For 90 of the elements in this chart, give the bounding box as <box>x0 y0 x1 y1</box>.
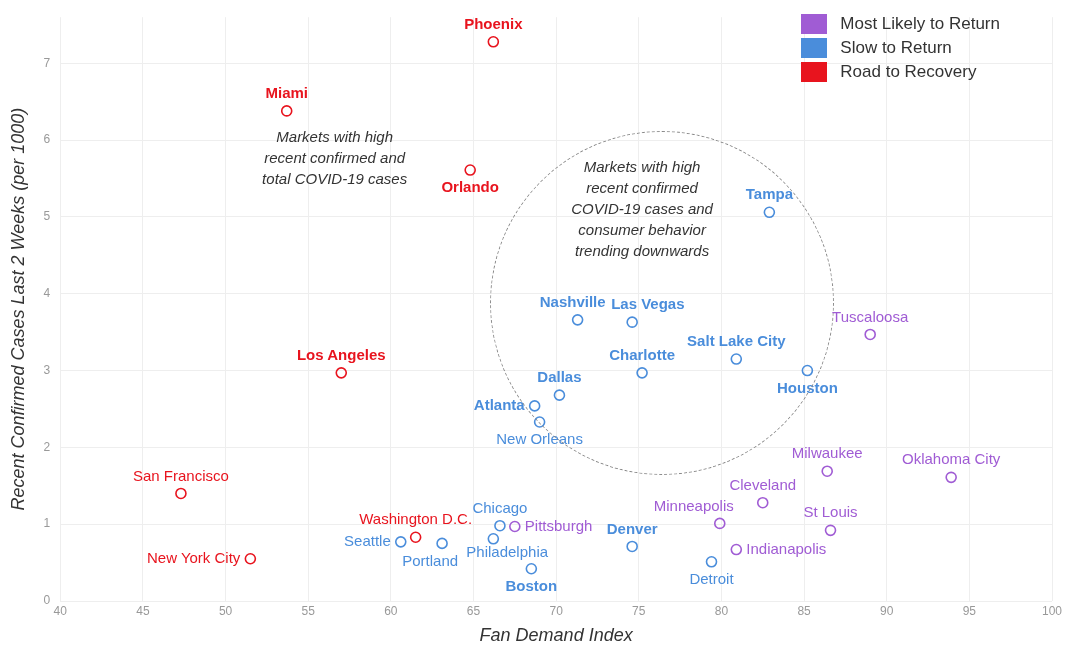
point <box>730 353 743 365</box>
point <box>801 364 814 377</box>
data-label: Philadelphia <box>466 542 549 560</box>
x-tick-label: 40 <box>53 603 68 618</box>
x-tick-label: 85 <box>797 603 812 618</box>
data-label: Milwaukee <box>791 444 863 462</box>
data-label: Seattle <box>344 531 391 549</box>
data-label: Dallas <box>537 368 582 386</box>
point <box>487 532 500 545</box>
legend-label: Most Likely to Return <box>840 14 1000 34</box>
data-label: Denver <box>606 519 658 537</box>
data-label: Las Vegas <box>611 295 685 313</box>
data-label: Cleveland <box>729 475 797 493</box>
point <box>945 471 957 484</box>
data-label: Boston <box>505 576 558 594</box>
data-label: Minneapolis <box>653 496 734 514</box>
point <box>244 552 257 565</box>
x-tick-label: 65 <box>466 603 481 618</box>
data-label: Orlando <box>441 178 499 196</box>
x-tick-label: 45 <box>136 603 150 618</box>
data-label: Houston <box>776 378 838 396</box>
x-tick-label: 55 <box>301 603 316 618</box>
data-label: Indianapolis <box>746 539 827 557</box>
point <box>821 465 834 477</box>
data-label: Atlanta <box>473 396 526 414</box>
data-label: Nashville <box>539 292 606 310</box>
point <box>705 556 718 568</box>
data-label: Phoenix <box>464 14 524 32</box>
point <box>763 206 776 219</box>
y-axis-title: Recent Confirmed Cases Last 2 Weeks (per 1000) <box>7 107 28 511</box>
point <box>533 416 546 428</box>
point <box>525 562 538 575</box>
point <box>756 496 769 509</box>
x-tick-label: 60 <box>384 603 398 618</box>
data-label: Salt Lake City <box>687 332 787 350</box>
data-label: Chicago <box>472 498 528 516</box>
point <box>487 35 500 48</box>
x-tick-label: 90 <box>880 603 894 618</box>
y-tick-label: 6 <box>43 132 51 147</box>
y-tick-label: 0 <box>43 593 51 608</box>
y-tick-label: 1 <box>43 516 51 531</box>
x-tick-label: 95 <box>962 603 977 618</box>
x-tick-label: 100 <box>1041 603 1063 618</box>
x-tick-label: 50 <box>218 603 233 618</box>
data-label: Oklahoma City <box>901 450 1001 468</box>
point <box>824 524 837 537</box>
x-tick-label: 70 <box>549 603 564 618</box>
data-label: New Orleans <box>496 430 583 448</box>
y-tick-label: 2 <box>43 439 51 454</box>
point <box>175 487 187 500</box>
point <box>553 389 566 401</box>
point <box>528 400 541 412</box>
point <box>494 519 506 532</box>
annotation: Markets with high recent confirmed COVID-19 cases and consumer behavior trending downwards <box>571 157 714 259</box>
point <box>394 536 407 548</box>
data-label: Portland <box>402 551 459 569</box>
point <box>335 367 348 379</box>
point <box>636 367 648 379</box>
point <box>713 517 726 530</box>
data-label: New York City <box>146 548 241 566</box>
point <box>864 328 876 341</box>
data-label: Miami <box>265 84 308 102</box>
point <box>571 314 584 326</box>
data-label: San Francisco <box>133 466 229 484</box>
point <box>436 537 448 550</box>
data-label: Tuscaloosa <box>832 307 909 325</box>
legend-label: Road to Recovery <box>840 62 977 82</box>
y-tick-label: 4 <box>43 286 51 301</box>
x-tick-label: 80 <box>714 603 729 618</box>
point <box>730 543 743 556</box>
data-label: Tampa <box>745 185 794 203</box>
data-label: St Louis <box>803 503 858 521</box>
data-label: Charlotte <box>609 346 676 363</box>
point <box>464 164 476 176</box>
y-tick-label: 7 <box>43 55 51 70</box>
data-label: Washington D.C. <box>359 510 473 528</box>
y-tick-label: 3 <box>43 362 51 377</box>
point <box>509 520 521 533</box>
data-label: Detroit <box>689 569 735 587</box>
point <box>626 540 638 553</box>
annotation: Markets with high recent confirmed and total COVID-19 cases <box>262 127 408 187</box>
x-axis-title: Fan Demand Index <box>479 625 634 646</box>
point <box>626 316 638 328</box>
point <box>409 531 422 544</box>
point <box>280 105 293 117</box>
data-label: Los Angeles <box>296 346 386 363</box>
legend-label: Slow to Return <box>840 38 952 58</box>
x-tick-label: 75 <box>632 603 646 618</box>
data-label: Pittsburgh <box>524 516 593 534</box>
y-tick-label: 5 <box>43 209 51 224</box>
